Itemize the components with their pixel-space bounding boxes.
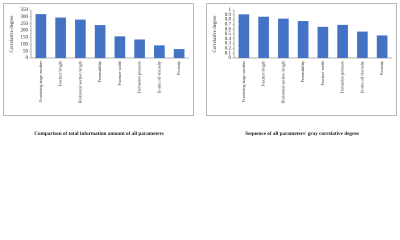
bar bbox=[376, 35, 388, 58]
bar bbox=[154, 45, 165, 58]
bar bbox=[114, 36, 126, 58]
y-tick-label: 0.1 bbox=[225, 51, 232, 56]
x-tick-label: Horizontal section length bbox=[280, 60, 285, 103]
y-tick-label: 0 bbox=[229, 56, 232, 61]
y-tick-label: 300 bbox=[21, 15, 29, 20]
x-tick-label: Formation pressure bbox=[340, 61, 345, 94]
x-tick-label: In-situ oil viscosity bbox=[156, 60, 161, 93]
bar bbox=[238, 14, 250, 58]
x-tick-label: Fracture width bbox=[320, 60, 325, 85]
y-tick-label: 0.6 bbox=[225, 27, 232, 32]
y-axis-label: Correlative degree bbox=[10, 15, 15, 53]
chart-title: Comparison of total information amount o… bbox=[34, 131, 164, 137]
x-tick-label: Horizontal section length bbox=[77, 60, 82, 103]
y-tick-label: 0.5 bbox=[225, 32, 232, 37]
bar bbox=[173, 49, 185, 58]
y-tick-label: 0.2 bbox=[225, 47, 232, 52]
y-tick-label: 1 bbox=[229, 8, 232, 13]
bar bbox=[55, 17, 66, 59]
bar bbox=[317, 26, 329, 58]
bar bbox=[94, 25, 106, 58]
x-tick-label: In-situ oil viscosity bbox=[359, 60, 364, 93]
figure: Correlative degree050100150200250300350F… bbox=[3, 3, 397, 137]
y-tick-label: 350 bbox=[21, 8, 29, 13]
y-tick-label: 0.7 bbox=[225, 23, 232, 28]
x-tick-label: Fracture length bbox=[261, 60, 266, 86]
x-tick-label: Fracture length bbox=[58, 60, 63, 86]
y-tick-label: 0.8 bbox=[225, 18, 232, 23]
x-tick-label: Fracturing stage number bbox=[38, 60, 43, 102]
y-tick-label: 250 bbox=[21, 22, 29, 27]
bar bbox=[35, 14, 47, 59]
chart-frame bbox=[3, 3, 194, 116]
y-tick-label: 0.9 bbox=[225, 13, 232, 18]
bar bbox=[337, 24, 348, 59]
y-axis-label: Correlative degree bbox=[213, 15, 218, 53]
chart-title: Sequence of all parameters' gray correla… bbox=[245, 131, 359, 137]
bar bbox=[258, 16, 269, 58]
y-tick-label: 0 bbox=[26, 56, 29, 61]
bar bbox=[357, 31, 368, 58]
bar bbox=[297, 21, 309, 58]
y-tick-label: 0.4 bbox=[225, 37, 232, 42]
y-tick-label: 50 bbox=[23, 49, 29, 54]
y-tick-label: 200 bbox=[21, 29, 29, 34]
x-tick-label: Porosity bbox=[379, 60, 384, 75]
bar bbox=[134, 39, 145, 58]
y-tick-label: 150 bbox=[21, 36, 29, 41]
y-tick-label: 100 bbox=[21, 42, 29, 47]
x-tick-label: Fracturing stage number bbox=[241, 60, 246, 102]
x-tick-label: Fracture width bbox=[117, 60, 122, 85]
x-tick-label: Formation pressure bbox=[137, 61, 142, 94]
y-tick-label: 0.3 bbox=[225, 42, 232, 47]
bar bbox=[278, 18, 289, 58]
x-tick-label: Permeability bbox=[300, 60, 305, 82]
x-tick-label: Permeability bbox=[97, 60, 102, 82]
bar bbox=[75, 19, 86, 59]
chart-frame bbox=[206, 3, 397, 116]
x-tick-label: Porosity bbox=[176, 60, 181, 75]
